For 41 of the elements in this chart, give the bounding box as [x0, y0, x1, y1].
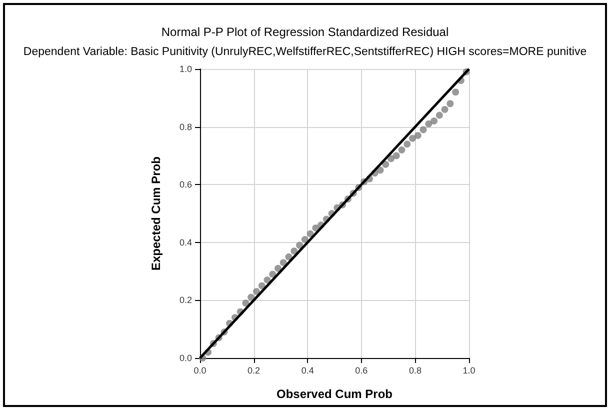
point — [280, 259, 287, 266]
y-tick-label: 1.0 — [179, 64, 192, 74]
x-axis-title: Observed Cum Prob — [276, 387, 393, 401]
point — [392, 152, 400, 160]
x-tick-label: 1.0 — [462, 366, 476, 376]
point — [425, 120, 432, 128]
y-tick-label: 0.2 — [179, 295, 192, 306]
point — [452, 88, 460, 96]
x-tick-label: 0.2 — [248, 366, 260, 376]
y-tick-label: 0.8 — [179, 122, 192, 132]
point — [242, 300, 250, 307]
point — [264, 276, 271, 284]
point — [436, 112, 443, 119]
x-tick-label: 0.4 — [301, 366, 314, 376]
y-tick-label: 0.6 — [179, 180, 192, 190]
point — [285, 253, 292, 260]
point — [420, 126, 427, 134]
point — [306, 230, 314, 238]
point — [382, 160, 390, 168]
x-tick-label: 0.6 — [355, 366, 368, 376]
point — [252, 288, 260, 296]
chart-title: Normal P-P Plot of Regression Standardized Residual — [161, 25, 449, 39]
point — [441, 106, 448, 113]
point — [248, 294, 255, 301]
point — [430, 118, 438, 125]
y-axis-title: Expected Cum Prob — [149, 156, 163, 271]
y-tick-label: 0.4 — [179, 237, 192, 248]
point — [398, 146, 406, 154]
y-tick-label: 0.0 — [179, 353, 192, 363]
point — [269, 270, 276, 278]
point — [446, 100, 454, 108]
point — [414, 132, 422, 139]
point — [404, 140, 411, 148]
point — [301, 236, 308, 244]
point — [274, 264, 282, 272]
point — [409, 134, 416, 142]
x-tick-label: 0.8 — [408, 366, 422, 376]
x-tick-label: 0.0 — [194, 366, 206, 376]
point — [296, 242, 304, 249]
chart-subtitle: Dependent Variable: Basic Punitivity (UnrulyREC,WelfstifferREC,SentstifferREC) HIGH scores=MORE punitive — [23, 46, 587, 58]
point — [290, 248, 298, 255]
